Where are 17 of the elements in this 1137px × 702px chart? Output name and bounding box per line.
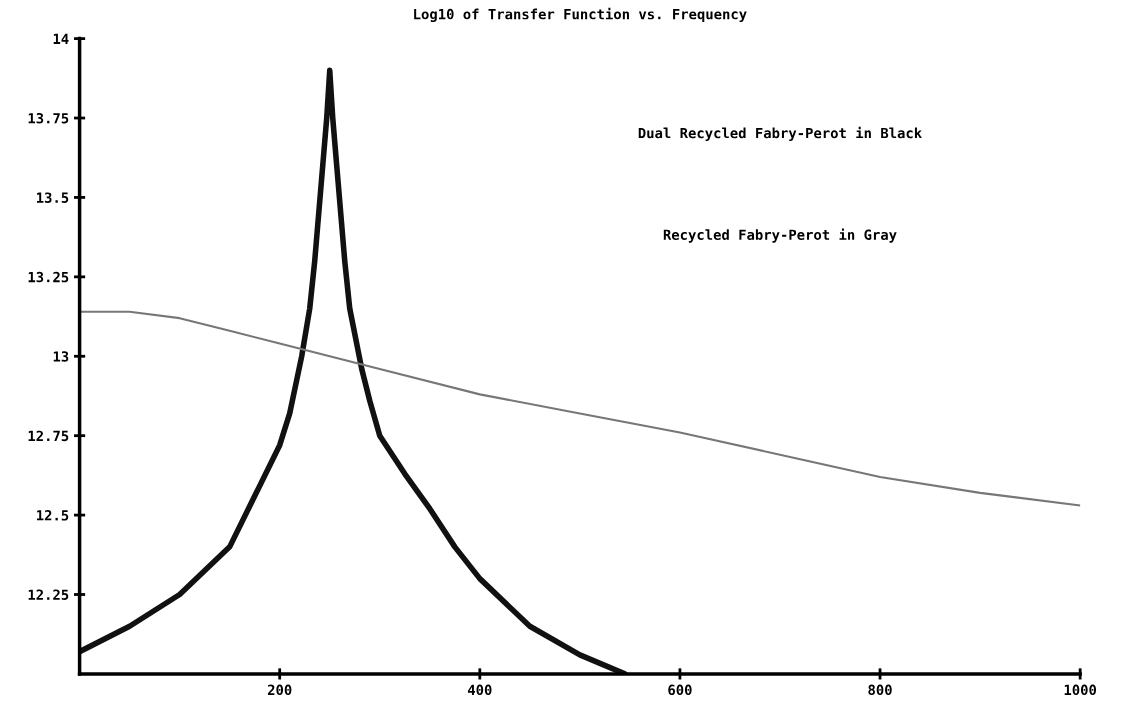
y-tick-label: 12.5 bbox=[37, 510, 69, 521]
y-tick-label: 12.25 bbox=[28, 589, 69, 600]
x-tick-label: 400 bbox=[467, 684, 492, 696]
y-tick-label: 13 bbox=[53, 351, 69, 362]
y-tick-label: 13.75 bbox=[28, 112, 69, 124]
chart-title: Log10 of Transfer Function vs. Frequency bbox=[414, 7, 747, 23]
line-series bbox=[79, 310, 1081, 507]
y-tick-label: 14 bbox=[53, 33, 69, 44]
x-tick-label: 200 bbox=[267, 684, 292, 696]
x-tick-label: 600 bbox=[668, 684, 692, 696]
x-tick-label: 1000 bbox=[1064, 684, 1097, 696]
y-tick-label: 12.75 bbox=[28, 430, 69, 442]
y-tick-label: 13.5 bbox=[37, 192, 69, 203]
x-tick-label: 800 bbox=[868, 684, 892, 696]
y-tick-label: 13.25 bbox=[28, 271, 69, 283]
annotation: Recycled Fabry-Perot in Gray bbox=[663, 228, 897, 243]
annotation: Dual Recycled Fabry-Perot in Black bbox=[638, 126, 922, 141]
